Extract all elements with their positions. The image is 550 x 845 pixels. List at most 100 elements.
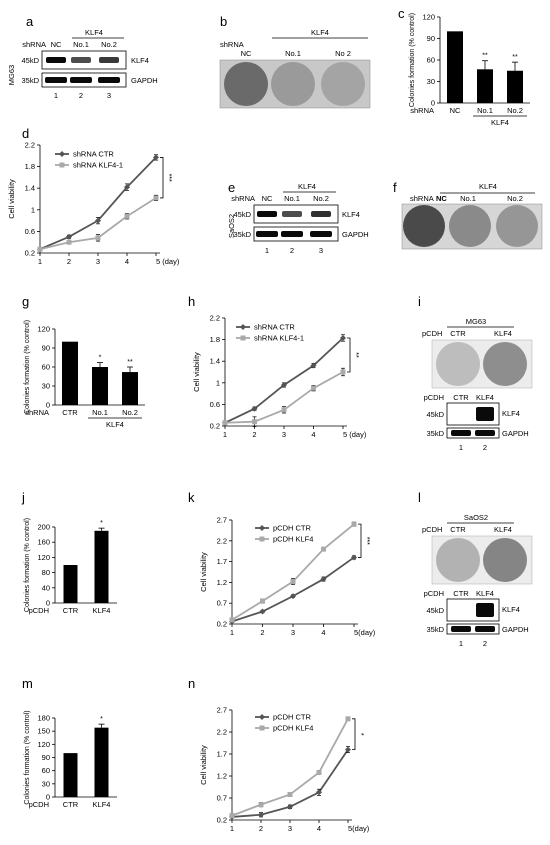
k-ylabel: Cell viability: [199, 552, 208, 592]
plate-f-group: KLF4: [479, 182, 497, 191]
j-ytick-label: 120: [37, 553, 50, 562]
m-ytick-label: 30: [42, 779, 50, 788]
d-legend-2-label: shRNA KLF4-1: [73, 161, 123, 170]
k-xtick-label: 1: [230, 628, 234, 637]
band-a-row1-lane2: [71, 57, 91, 63]
panel-n-line-chart: 0.2 0.7 1.2 1.7 2.2 2.7 1 2 3 4 5(day) Cell viabili…: [199, 706, 370, 834]
blot-l-col-2: KLF4: [476, 589, 494, 598]
blot-e-col-2: No.1: [284, 194, 300, 203]
band-l-row2-lane2: [475, 626, 495, 632]
k-xtick-label: 2: [260, 628, 264, 637]
blot-a-group: KLF4: [85, 28, 103, 37]
j-ylabel: Colonies formation (% control): [24, 518, 31, 612]
h-ytick-label: 1: [216, 378, 220, 387]
band-e-row2-lane3: [310, 231, 332, 237]
n-series-2-point: [287, 791, 293, 797]
d-ytick-label: 0.2: [25, 249, 35, 258]
g-ytick-label: 60: [42, 363, 50, 372]
c-ylabel: Colonies formation (% control): [409, 13, 416, 107]
d-ytick-label: 1.8: [25, 162, 35, 171]
g-bar-1: [62, 341, 78, 405]
blot-i-mw-1: 45kD: [426, 410, 444, 419]
band-a-row2-lane1: [45, 77, 67, 83]
n-ytick-label: 1.7: [217, 750, 227, 759]
k-series-2-point: [321, 546, 326, 552]
band-e-row2-lane1: [256, 231, 278, 237]
m-ytick-label: 90: [42, 753, 50, 762]
blot-l-mw-2: 35kD: [426, 625, 444, 634]
h-sig-bracket: [347, 337, 351, 373]
blot-i-col-1: CTR: [453, 393, 469, 402]
band-e-row1-lane1: [257, 211, 277, 217]
h-series-1-point: [340, 334, 346, 341]
c-ytick-label: 30: [427, 77, 435, 86]
c-ytick-label: 60: [427, 56, 435, 65]
blot-i-mw-2: 35kD: [426, 429, 444, 438]
plate-b-group: KLF4: [311, 28, 329, 37]
plate-f-col-1: NC: [436, 194, 447, 203]
blot-l-col-1: CTR: [453, 589, 469, 598]
k-xtick-label: 3: [291, 628, 295, 637]
j-ytick-label: 80: [42, 568, 50, 577]
c-group-label: KLF4: [491, 118, 509, 127]
h-series-1-point: [310, 362, 317, 369]
k-ytick-label: 0.2: [217, 620, 227, 629]
band-l-row2-lane1: [451, 626, 471, 632]
n-series-2-point: [345, 716, 351, 722]
n-series-2-point: [316, 769, 322, 775]
k-ytick-label: 2.7: [217, 516, 227, 525]
j-bar-1: [63, 565, 78, 603]
blot-a-mw-1: 45kD: [21, 56, 39, 65]
j-ytick-label: 160: [37, 538, 50, 547]
g-category-3: No.2: [122, 408, 138, 417]
g-bar-2: [92, 367, 108, 405]
panel-i-row-label: pCDH: [422, 329, 442, 338]
k-xtick-label: 5(day): [354, 628, 376, 637]
d-series-2-point: [124, 213, 130, 219]
plate-i-well-1: [436, 342, 480, 386]
n-sig-label: *: [357, 733, 364, 736]
panel-label-h: h: [188, 294, 196, 309]
panel-l-col-2: KLF4: [494, 525, 512, 534]
m-row-label: pCDH: [29, 800, 49, 809]
n-series-1-point: [287, 803, 293, 810]
d-series-1-point: [153, 154, 159, 161]
k-sig-label: ***: [363, 537, 370, 545]
n-ylabel: Cell viability: [199, 745, 208, 785]
blot-l-bands: [451, 603, 495, 632]
blot-a-bands: [45, 57, 120, 83]
band-a-row1-lane1: [46, 57, 66, 63]
m-ytick-label: 0: [46, 793, 50, 802]
n-ytick-label: 0.7: [217, 794, 227, 803]
k-series-1-point: [351, 554, 357, 561]
band-a-row2-lane3: [98, 77, 120, 83]
plate-i-well-2: [483, 342, 527, 386]
n-series-2-point: [258, 802, 264, 808]
g-bar-3: [122, 372, 138, 405]
panel-label-m: m: [22, 676, 33, 691]
h-series-2-point: [252, 419, 257, 425]
h-ytick-label: 2.2: [210, 314, 220, 323]
blot-e-mw-2: 35kD: [233, 230, 251, 239]
g-group-label: KLF4: [106, 420, 124, 429]
blot-i-lane-1: 1: [459, 443, 463, 452]
panel-label-a: a: [26, 14, 34, 29]
blot-a-band-1: KLF4: [131, 56, 149, 65]
panel-a-western-blot: KLF4 shRNA NC No.1 No.2 MG63 45kD 35kD K…: [7, 28, 158, 100]
c-bar-2: [477, 69, 493, 103]
panel-i-col-1: CTR: [450, 329, 466, 338]
g-category-1: CTR: [62, 408, 78, 417]
h-series-2-point: [311, 385, 316, 391]
panel-j-bar-chart: 0 40 80 120 160 200 Colonies formation (% cont…: [24, 518, 117, 615]
m-ytick-label: 180: [37, 714, 50, 723]
d-ytick-label: 2.2: [25, 141, 35, 150]
blot-l-band-1: KLF4: [502, 605, 520, 614]
d-xtick-label: 5 (day): [156, 257, 180, 266]
k-xtick-label: 4: [321, 628, 325, 637]
h-series-1-point: [251, 405, 258, 412]
panel-g-bar-chart: 0 30 60 90 120 Colonies formation (% control)…: [24, 320, 145, 429]
blot-i-band-1: KLF4: [502, 409, 520, 418]
plate-l-well-1: [436, 538, 480, 582]
n-ytick-label: 1.2: [217, 772, 227, 781]
m-ylabel: Colonies formation (% control): [24, 710, 31, 804]
